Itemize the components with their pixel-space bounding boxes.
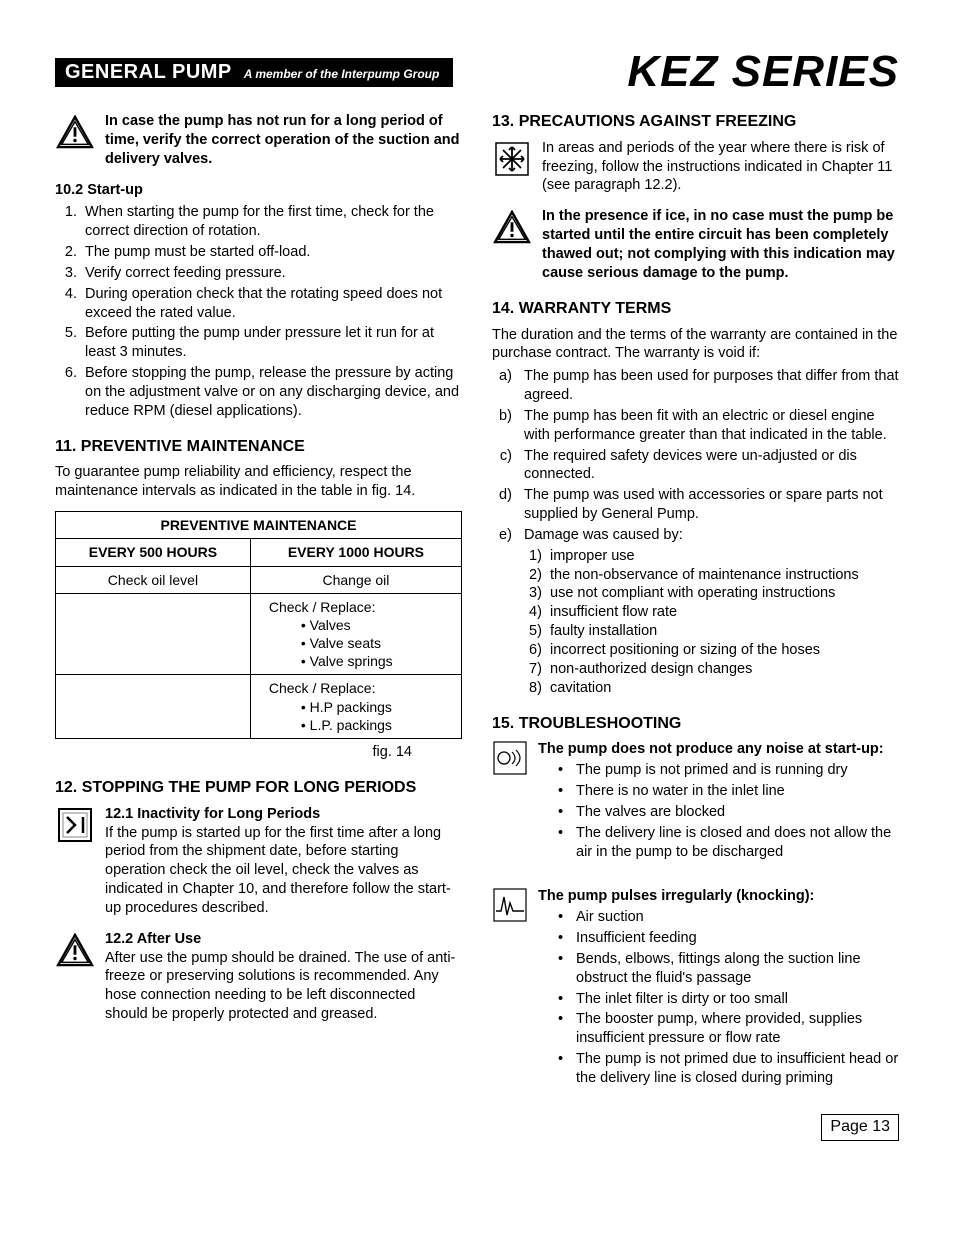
brand-bar: GENERAL PUMP A member of the Interpump G… [55, 58, 453, 87]
table-cell: Change oil [250, 566, 461, 593]
list-item: During operation check that the rotating… [81, 285, 462, 323]
ts-item: The valves are blocked [558, 803, 899, 822]
left-column: In case the pump has not run for a long … [55, 112, 462, 1141]
table-cell: Check oil level [56, 566, 251, 593]
cell-item: Valves [301, 616, 453, 634]
section-14-intro: The duration and the terms of the warran… [492, 326, 899, 364]
list-item: The pump must be started off-load. [81, 243, 462, 262]
warranty-list: The pump has been used for purposes that… [492, 367, 899, 697]
manual-icon [55, 805, 95, 845]
list-item: When starting the pump for the first tim… [81, 203, 462, 241]
list-item: The required safety devices were un-adju… [520, 447, 899, 485]
pulse-icon [492, 887, 528, 923]
table-col1-header: EVERY 500 HOURS [56, 539, 251, 566]
section-12-1-body: If the pump is started up for the first … [105, 825, 451, 916]
figure-label: fig. 14 [55, 743, 462, 762]
warning-text: In case the pump has not run for a long … [105, 112, 462, 169]
startup-list: When starting the pump for the first tim… [55, 203, 462, 420]
cell-lead: Check / Replace: [269, 679, 453, 697]
section-10-2-title: 10.2 Start-up [55, 181, 462, 200]
list-item: Damage was caused by: improper use the n… [520, 526, 899, 698]
ts-item: The delivery line is closed and does not… [558, 824, 899, 862]
sub-item: improper use [550, 547, 899, 566]
section-12-2-body: After use the pump should be drained. Th… [105, 950, 455, 1023]
list-item: The pump has been used for purposes that… [520, 367, 899, 405]
table-col2-header: EVERY 1000 HOURS [250, 539, 461, 566]
page-number: Page 13 [821, 1114, 899, 1141]
warning-icon [492, 207, 532, 247]
cell-item: L.P. packings [301, 716, 453, 734]
list-item: Before stopping the pump, release the pr… [81, 364, 462, 421]
table-cell-empty [56, 593, 251, 675]
sub-item: insufficient flow rate [550, 603, 899, 622]
section-12-2-title: 12.2 After Use [105, 930, 462, 949]
list-item: The pump was used with accessories or sp… [520, 486, 899, 524]
section-15-title: 15. TROUBLESHOOTING [492, 714, 899, 735]
right-column: 13. PRECAUTIONS AGAINST FREEZING In area… [492, 112, 899, 1141]
sub-item: use not compliant with operating instruc… [550, 584, 899, 603]
cell-item: Valve seats [301, 634, 453, 652]
ts-item: The pump is not primed due to insufficie… [558, 1050, 899, 1088]
ts-item: There is no water in the inlet line [558, 782, 899, 801]
section-11-intro: To guarantee pump reliability and effici… [55, 463, 462, 501]
cell-item: Valve springs [301, 652, 453, 670]
ts-item: Air suction [558, 908, 899, 927]
ts1-title: The pump does not produce any noise at s… [538, 740, 899, 759]
section-12-title: 12. STOPPING THE PUMP FOR LONG PERIODS [55, 778, 462, 799]
ts-item: Bends, elbows, fittings along the suctio… [558, 950, 899, 988]
ts-item: The pump is not primed and is running dr… [558, 761, 899, 780]
sub-item: the non-observance of maintenance instru… [550, 566, 899, 585]
section-13-warning: In the presence if ice, in no case must … [542, 207, 899, 282]
table-caption: PREVENTIVE MAINTENANCE [56, 512, 462, 539]
list-item: Before putting the pump under pressure l… [81, 324, 462, 362]
sub-item: cavitation [550, 679, 899, 698]
maintenance-table: PREVENTIVE MAINTENANCE EVERY 500 HOURS E… [55, 511, 462, 739]
sub-item: incorrect positioning or sizing of the h… [550, 641, 899, 660]
section-13-body: In areas and periods of the year where t… [542, 139, 899, 196]
document-header: GENERAL PUMP A member of the Interpump G… [55, 50, 899, 94]
list-item: The pump has been fit with an electric o… [520, 407, 899, 445]
warning-icon [55, 112, 95, 152]
snowflake-icon [492, 139, 532, 179]
table-cell: Check / Replace: Valves Valve seats Valv… [250, 593, 461, 675]
section-11-title: 11. PREVENTIVE MAINTENANCE [55, 437, 462, 458]
section-12-1-title: 12.1 Inactivity for Long Periods [105, 805, 462, 824]
section-13-title: 13. PRECAUTIONS AGAINST FREEZING [492, 112, 899, 133]
sub-item: faulty installation [550, 622, 899, 641]
no-noise-icon [492, 740, 528, 776]
item-e-lead: Damage was caused by: [524, 527, 683, 543]
table-cell: Check / Replace: H.P packings L.P. packi… [250, 675, 461, 739]
section-14-title: 14. WARRANTY TERMS [492, 299, 899, 320]
brand-tagline: A member of the Interpump Group [244, 67, 440, 81]
ts-item: The booster pump, where provided, suppli… [558, 1010, 899, 1048]
ts-item: The inlet filter is dirty or too small [558, 990, 899, 1009]
sub-item: non-authorized design changes [550, 660, 899, 679]
table-cell-empty [56, 675, 251, 739]
brand-name: GENERAL PUMP [65, 61, 232, 84]
ts-item: Insufficient feeding [558, 929, 899, 948]
series-title: KEZ SERIES [627, 50, 899, 94]
cell-item: H.P packings [301, 698, 453, 716]
cell-lead: Check / Replace: [269, 598, 453, 616]
list-item: Verify correct feeding pressure. [81, 264, 462, 283]
ts2-title: The pump pulses irregularly (knocking): [538, 887, 899, 906]
warning-icon [55, 930, 95, 970]
